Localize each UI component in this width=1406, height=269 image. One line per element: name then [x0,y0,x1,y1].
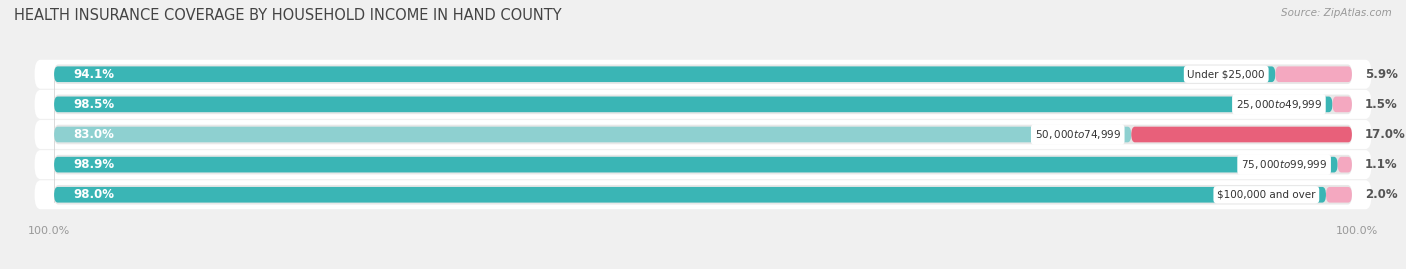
Text: 17.0%: 17.0% [1365,128,1406,141]
Text: 83.0%: 83.0% [73,128,114,141]
FancyBboxPatch shape [53,65,1353,84]
Text: $25,000 to $49,999: $25,000 to $49,999 [1236,98,1322,111]
FancyBboxPatch shape [53,157,1337,172]
FancyBboxPatch shape [53,155,1353,174]
Text: 94.1%: 94.1% [73,68,114,81]
FancyBboxPatch shape [1275,66,1353,82]
FancyBboxPatch shape [1326,187,1353,203]
Text: 1.1%: 1.1% [1365,158,1398,171]
FancyBboxPatch shape [53,97,1333,112]
Text: 5.9%: 5.9% [1365,68,1398,81]
Text: Source: ZipAtlas.com: Source: ZipAtlas.com [1281,8,1392,18]
Text: Under $25,000: Under $25,000 [1188,69,1265,79]
FancyBboxPatch shape [53,95,1353,114]
FancyBboxPatch shape [1337,157,1353,172]
FancyBboxPatch shape [53,187,1326,203]
FancyBboxPatch shape [53,185,1353,204]
FancyBboxPatch shape [35,90,1371,119]
FancyBboxPatch shape [35,120,1371,149]
Text: 1.5%: 1.5% [1365,98,1398,111]
Text: 100.0%: 100.0% [28,226,70,236]
FancyBboxPatch shape [53,66,1275,82]
FancyBboxPatch shape [35,60,1371,89]
FancyBboxPatch shape [35,180,1371,209]
Text: 100.0%: 100.0% [1336,226,1378,236]
FancyBboxPatch shape [35,150,1371,179]
FancyBboxPatch shape [1132,127,1353,142]
FancyBboxPatch shape [1333,97,1353,112]
Text: $100,000 and over: $100,000 and over [1218,190,1316,200]
Text: 98.0%: 98.0% [73,188,114,201]
FancyBboxPatch shape [53,125,1353,144]
Text: $75,000 to $99,999: $75,000 to $99,999 [1241,158,1327,171]
Text: 98.5%: 98.5% [73,98,115,111]
Text: $50,000 to $74,999: $50,000 to $74,999 [1035,128,1121,141]
Text: 98.9%: 98.9% [73,158,115,171]
Text: 2.0%: 2.0% [1365,188,1398,201]
FancyBboxPatch shape [53,127,1132,142]
Text: HEALTH INSURANCE COVERAGE BY HOUSEHOLD INCOME IN HAND COUNTY: HEALTH INSURANCE COVERAGE BY HOUSEHOLD I… [14,8,561,23]
